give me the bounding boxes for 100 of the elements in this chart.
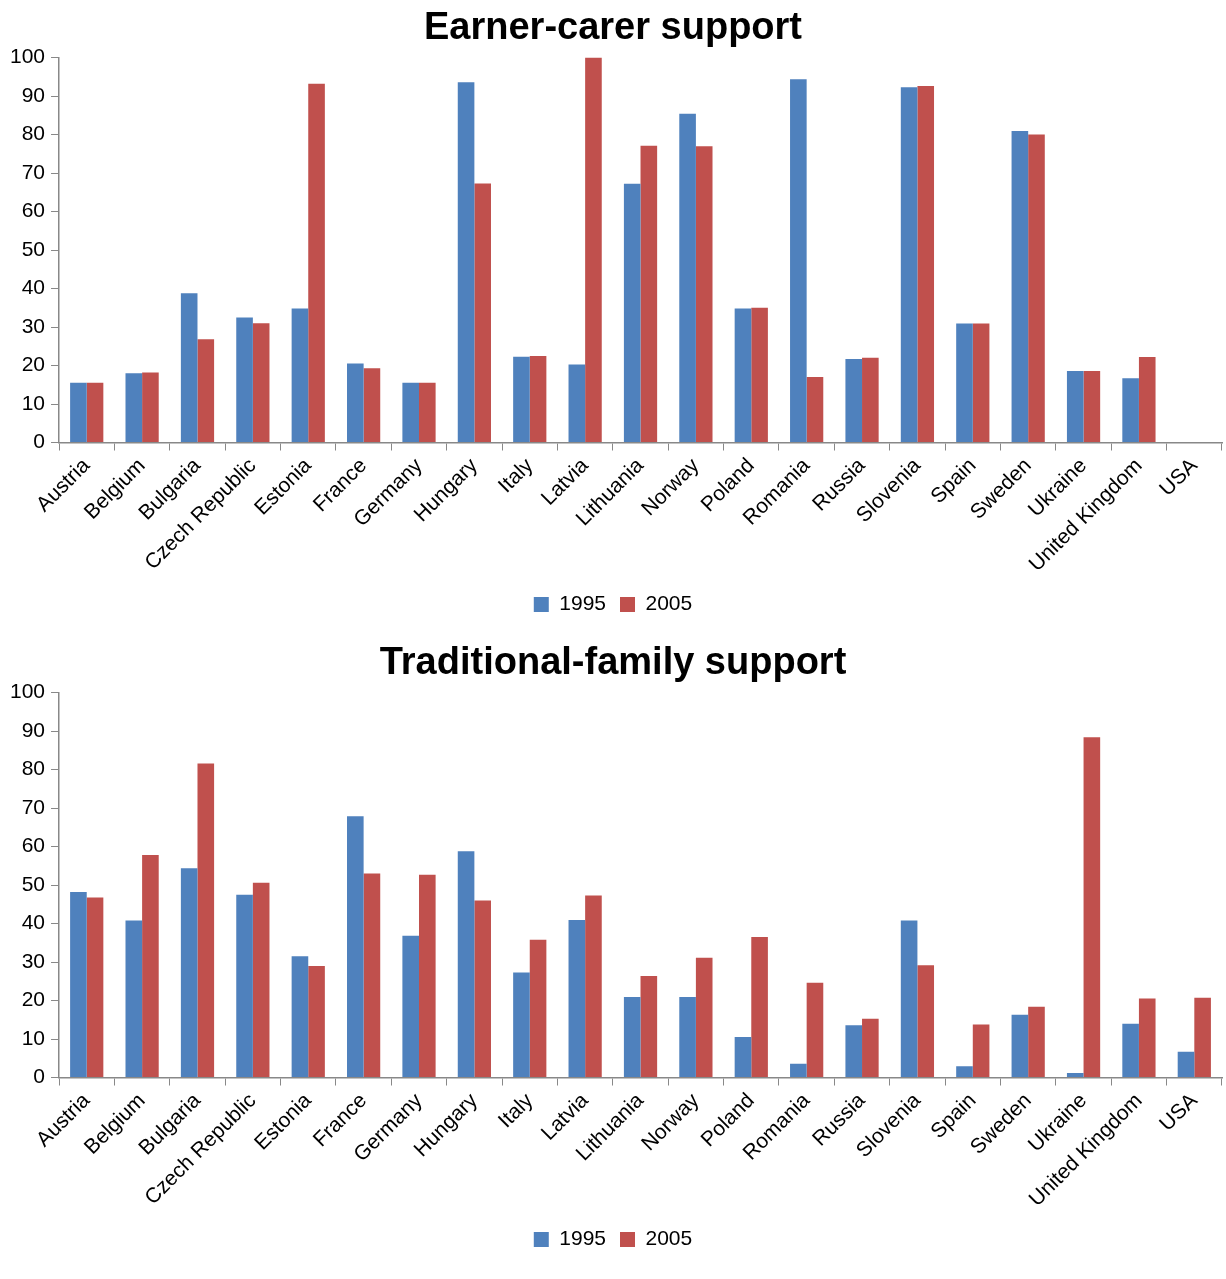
bar <box>900 920 918 1078</box>
bar <box>623 997 641 1078</box>
y-tick-label: 100 <box>9 679 46 703</box>
bar <box>806 982 824 1078</box>
bar <box>308 83 325 443</box>
bar <box>1011 1014 1029 1078</box>
y-tick-label: 70 <box>21 794 46 818</box>
bar <box>86 382 104 443</box>
bar <box>125 920 143 1078</box>
bar <box>291 956 309 1078</box>
bar <box>1194 997 1211 1078</box>
bar <box>862 1018 879 1078</box>
legend-label: 1995 <box>559 1226 606 1250</box>
bar <box>862 357 879 443</box>
bar <box>125 373 143 443</box>
y-tick-label: 50 <box>21 236 46 260</box>
bar <box>252 323 270 443</box>
legend-label: 2005 <box>645 1226 693 1250</box>
chart-title: Traditional-family support <box>379 640 847 683</box>
bar <box>86 897 104 1078</box>
chart-title: Earner-carer support <box>423 5 803 48</box>
bar <box>1066 370 1084 443</box>
y-tick-label: 0 <box>33 1064 46 1088</box>
bar <box>640 975 658 1078</box>
bar <box>252 882 270 1078</box>
bar <box>734 308 752 443</box>
y-tick-label: 70 <box>21 159 46 183</box>
bar <box>956 323 973 443</box>
y-tick-label: 60 <box>21 833 46 857</box>
bar <box>585 895 602 1078</box>
bar <box>70 891 87 1078</box>
bar <box>363 368 381 443</box>
bar <box>457 851 475 1078</box>
bar <box>1011 131 1029 443</box>
y-tick-label: 40 <box>21 910 46 934</box>
legend-label: 1995 <box>559 591 606 615</box>
bar <box>474 183 491 443</box>
bar <box>1122 378 1139 443</box>
y-tick-label: 0 <box>33 429 46 453</box>
bar <box>291 308 309 443</box>
x-tick-label: Italy <box>493 1087 538 1132</box>
x-tick-label: USA <box>1154 453 1202 500</box>
bar <box>180 868 198 1078</box>
bar <box>363 873 381 1078</box>
bar <box>679 997 696 1078</box>
bar <box>1066 1072 1084 1078</box>
bar <box>1138 357 1156 443</box>
bar <box>845 359 863 443</box>
y-tick-label: 10 <box>21 1025 46 1049</box>
bar <box>806 377 824 443</box>
bar <box>347 363 364 443</box>
bar <box>790 1063 807 1078</box>
bar <box>568 364 586 443</box>
bar <box>972 323 990 443</box>
bar <box>142 372 159 443</box>
bar <box>419 874 436 1078</box>
bar <box>695 957 713 1078</box>
bar <box>142 855 159 1078</box>
bar <box>751 307 768 443</box>
bar <box>513 356 530 443</box>
bar <box>917 86 935 443</box>
bar <box>623 183 641 443</box>
bar <box>347 816 364 1078</box>
y-tick-label: 60 <box>21 198 46 222</box>
y-tick-label: 20 <box>21 987 46 1011</box>
bar <box>585 57 602 443</box>
y-tick-label: 30 <box>21 948 46 972</box>
bar <box>1177 1051 1195 1078</box>
bar <box>1028 1006 1045 1078</box>
bar <box>197 763 215 1078</box>
bar <box>845 1025 863 1078</box>
bar <box>236 317 253 443</box>
y-tick-label: 100 <box>9 44 46 68</box>
y-tick-label: 30 <box>21 313 46 337</box>
bar <box>402 382 419 443</box>
bar <box>679 113 696 443</box>
bar <box>1028 134 1045 443</box>
bar <box>751 937 768 1078</box>
bar <box>474 900 491 1078</box>
bar <box>236 894 253 1078</box>
bar <box>513 972 530 1078</box>
bar <box>734 1037 752 1078</box>
y-tick-label: 20 <box>21 352 46 376</box>
bar <box>308 965 325 1078</box>
bar <box>900 87 918 443</box>
y-tick-label: 90 <box>21 717 46 741</box>
bar <box>695 146 713 443</box>
y-tick-label: 10 <box>21 390 46 414</box>
x-tick-label: USA <box>1154 1088 1202 1135</box>
bar <box>1122 1023 1139 1078</box>
bar <box>457 82 475 443</box>
bar <box>529 939 547 1078</box>
y-tick-label: 40 <box>21 275 46 299</box>
legend-label: 2005 <box>645 591 693 615</box>
y-tick-label: 90 <box>21 82 46 106</box>
x-tick-label: Italy <box>493 452 538 497</box>
bar <box>197 339 215 443</box>
y-tick-label: 50 <box>21 871 46 895</box>
bar <box>529 355 547 443</box>
bar <box>1138 998 1156 1078</box>
